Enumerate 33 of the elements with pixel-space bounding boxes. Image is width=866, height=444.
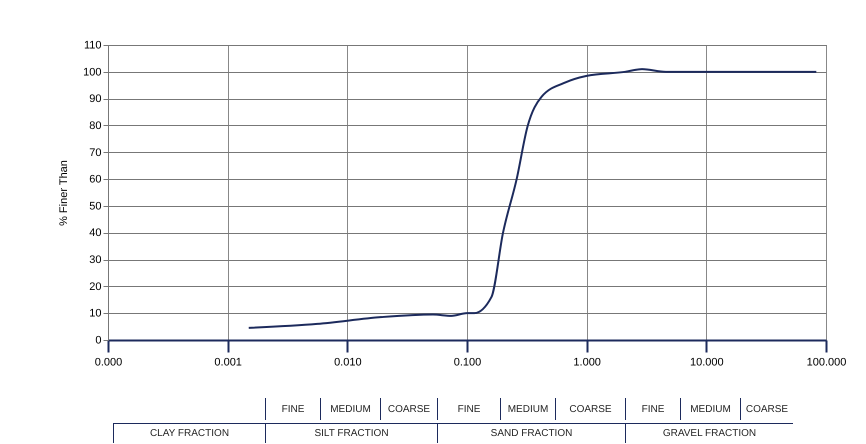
y-tick-label: 80 [89,120,102,132]
y-tick-label: 30 [89,254,102,266]
x-tick-label: 0.010 [334,356,362,368]
y-tick-label: 70 [89,146,102,159]
x-tick-label: 10.000 [690,356,724,368]
text: GRAVEL FRACTION [625,423,793,443]
text: COARSE [555,398,625,420]
text: FINE [437,398,500,420]
text: FINE [625,398,680,420]
x-tick-label: 0.100 [454,356,482,368]
y-tick-label: 0 [95,334,102,346]
y-tick-label: 20 [89,280,102,293]
y-axis-title: % Finer Than [58,160,70,226]
text: MEDIUM [500,398,555,420]
text: SAND FRACTION [437,423,625,443]
x-tick-label: 0.000 [94,356,122,368]
y-tick-label: 10 [89,308,102,320]
text: MEDIUM [680,398,740,420]
text: SILT FRACTION [265,423,437,443]
text: COARSE [740,398,793,420]
text: FINE [265,398,320,420]
y-tick-label: 90 [89,93,102,106]
x-tick-label: 0.001 [214,356,242,368]
text: MEDIUM [320,398,380,420]
text: COARSE [380,398,437,420]
y-tick-label: 40 [89,227,102,240]
y-tick-label: 100 [83,66,102,78]
x-tick-label: 1.000 [573,356,601,368]
y-tick-label: 60 [89,174,102,186]
y-tick-label: 50 [89,200,102,212]
y-tick-label: 110 [84,40,102,52]
x-tick-label: 100.000 [806,356,846,368]
text: CLAY FRACTION [113,423,265,443]
